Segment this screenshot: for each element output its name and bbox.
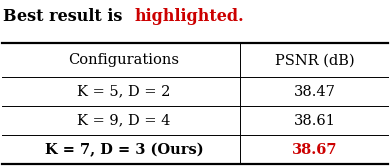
Text: B: B xyxy=(2,8,16,25)
Text: 38.47: 38.47 xyxy=(294,85,336,99)
Text: est result is: est result is xyxy=(17,8,128,25)
Text: K = 5, D = 2: K = 5, D = 2 xyxy=(77,85,170,99)
Text: 38.61: 38.61 xyxy=(294,114,336,128)
Text: PSNR (dB): PSNR (dB) xyxy=(275,53,355,67)
Text: highlighted.: highlighted. xyxy=(135,8,244,25)
Text: K = 7, D = 3 (Ours): K = 7, D = 3 (Ours) xyxy=(44,143,203,157)
Text: K = 9, D = 4: K = 9, D = 4 xyxy=(77,114,170,128)
Text: 38.67: 38.67 xyxy=(292,143,338,157)
Text: Configurations: Configurations xyxy=(68,53,179,67)
